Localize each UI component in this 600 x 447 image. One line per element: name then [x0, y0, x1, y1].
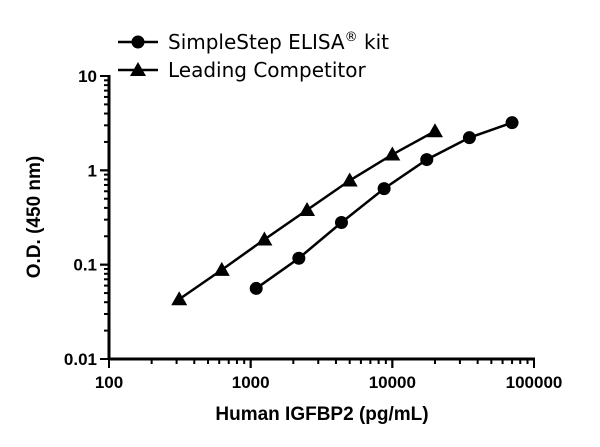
data-point: [462, 131, 476, 145]
x-tick-label: 100000: [506, 373, 563, 392]
legend: SimpleStep ELISA® kit Leading Competitor: [118, 30, 389, 82]
data-point: [213, 261, 230, 276]
x-tick-label: 1000: [232, 373, 270, 392]
legend-label: SimpleStep ELISA® kit: [168, 30, 389, 54]
series-layer: [171, 116, 519, 306]
data-point: [171, 291, 188, 306]
y-tick-label: 0.01: [64, 350, 97, 369]
x-axis-label: Human IGFBP2 (pg/mL): [215, 404, 428, 425]
legend-label: Leading Competitor: [168, 58, 366, 82]
legend-marker-circle: [131, 35, 145, 49]
series-line: [255, 121, 513, 290]
data-point: [341, 172, 358, 187]
data-point: [505, 116, 519, 130]
x-tick-label: 10000: [369, 373, 416, 392]
data-point: [334, 215, 348, 229]
y-tick-label: 0.1: [73, 256, 97, 275]
series-circle: [249, 116, 519, 295]
axes: 100 1000 10000 100000 0.01 0.1 1 10: [64, 67, 562, 392]
y-tick-label: 1: [88, 161, 97, 180]
series-triangle: [171, 123, 443, 306]
data-point: [384, 146, 401, 161]
data-point: [299, 201, 316, 216]
x-tick-label: 100: [95, 373, 123, 392]
data-point: [426, 123, 443, 138]
y-tick-label: 10: [78, 67, 97, 86]
data-point: [292, 251, 306, 265]
data-point: [377, 182, 391, 196]
data-point: [256, 231, 273, 246]
legend-marker-triangle: [130, 62, 146, 76]
data-point: [249, 281, 263, 295]
y-axis-label: O.D. (450 nm): [24, 156, 45, 278]
data-point: [420, 153, 434, 167]
